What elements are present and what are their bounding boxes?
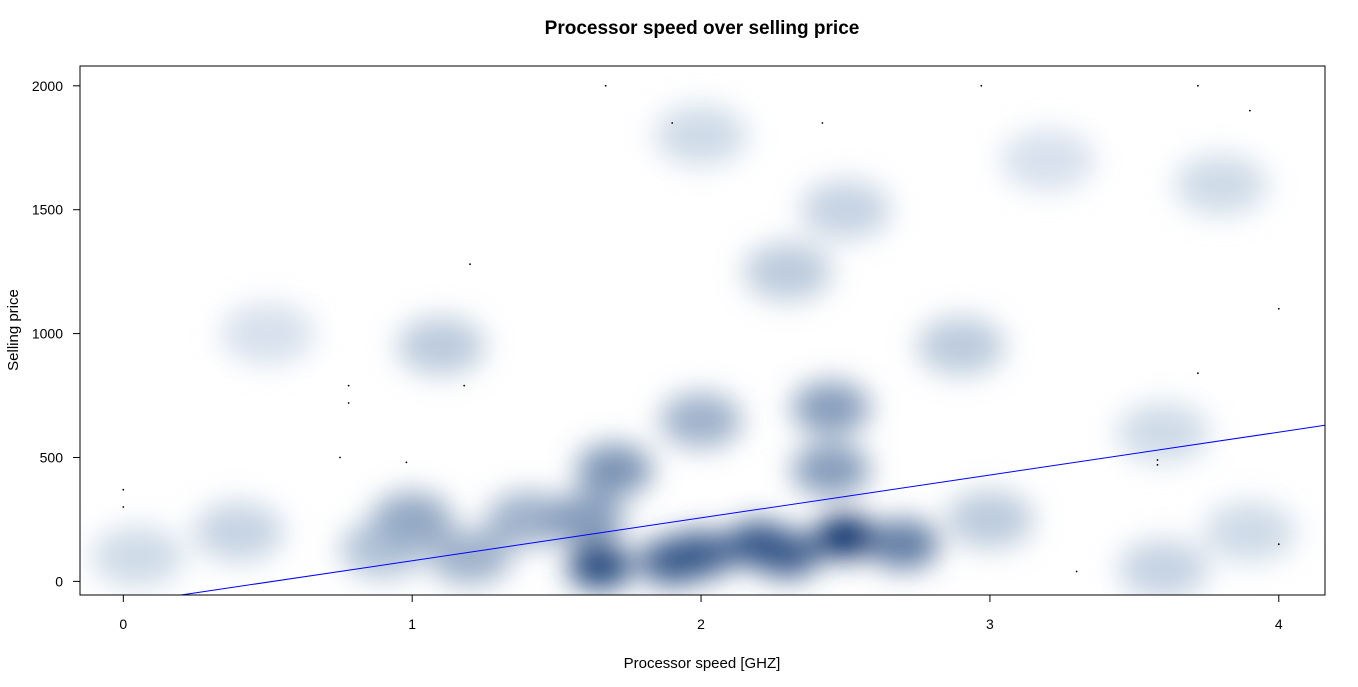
x-tick-label: 1 xyxy=(408,616,416,632)
outlier-point xyxy=(469,263,471,266)
y-tick-label: 500 xyxy=(40,449,64,465)
density-blob xyxy=(655,105,748,166)
outlier-point xyxy=(1277,307,1280,310)
x-tick-label: 4 xyxy=(1275,616,1283,632)
outlier-point xyxy=(1277,543,1280,546)
outlier-point xyxy=(1197,372,1199,375)
x-axis-label: Processor speed [GHZ] xyxy=(624,655,781,672)
density-blob xyxy=(1175,154,1267,215)
density-blob xyxy=(429,529,511,585)
density-blob xyxy=(800,180,891,240)
outlier-point xyxy=(1197,84,1199,87)
y-tick-label: 2000 xyxy=(32,78,63,94)
y-axis: 0 500 1000 1500 2000 xyxy=(32,78,80,589)
density-blob xyxy=(1203,501,1296,562)
y-tick-label: 1500 xyxy=(32,202,63,218)
outlier-point xyxy=(1075,570,1078,573)
outlier-point xyxy=(405,461,408,464)
density-blob xyxy=(546,492,625,546)
density-blob xyxy=(867,519,940,570)
points-layer xyxy=(122,84,1280,573)
outlier-point xyxy=(339,456,341,459)
outlier-point xyxy=(604,84,607,87)
density-blob xyxy=(568,543,632,590)
outlier-point xyxy=(980,84,983,87)
y-tick-label: 0 xyxy=(55,573,63,589)
x-tick-label: 3 xyxy=(986,616,994,632)
outlier-point xyxy=(671,122,674,124)
density-blob xyxy=(340,520,427,578)
density-blob xyxy=(667,530,736,579)
density-blob xyxy=(1000,129,1095,191)
density-blob xyxy=(1117,402,1210,463)
density-blob xyxy=(792,381,870,435)
x-tick-label: 0 xyxy=(119,616,127,632)
outlier-point xyxy=(1156,459,1159,461)
density-blob xyxy=(576,443,653,496)
outlier-point xyxy=(463,384,466,387)
outlier-point xyxy=(122,506,125,508)
density-blob xyxy=(91,526,184,587)
density-blob xyxy=(660,392,743,448)
outlier-point xyxy=(122,488,125,491)
outlier-point xyxy=(347,402,350,404)
density-blob xyxy=(486,491,569,547)
outlier-point xyxy=(821,122,824,124)
x-tick-label: 2 xyxy=(697,616,705,632)
density-blob xyxy=(815,514,876,559)
density-blob xyxy=(397,317,486,375)
y-tick-label: 1000 xyxy=(32,326,63,342)
density-blob xyxy=(792,443,870,497)
outlier-point xyxy=(347,384,350,387)
outlier-point xyxy=(1249,109,1251,112)
plot-frame xyxy=(79,65,1326,596)
x-axis: 0 1 2 3 4 xyxy=(119,595,1283,632)
density-blob xyxy=(743,242,832,301)
density-blob xyxy=(1118,539,1209,595)
regression-line xyxy=(181,424,1325,595)
density-blob xyxy=(220,303,315,365)
density-cloud xyxy=(91,105,1296,595)
y-axis-label: Selling price xyxy=(5,289,22,371)
chart-title: Processor speed over selling price xyxy=(545,18,860,39)
density-layer xyxy=(91,105,1296,595)
outlier-point xyxy=(1156,464,1159,466)
density-blob xyxy=(193,502,284,562)
density-blob xyxy=(945,490,1034,549)
density-blob xyxy=(753,530,822,579)
density-blob xyxy=(917,317,1005,375)
